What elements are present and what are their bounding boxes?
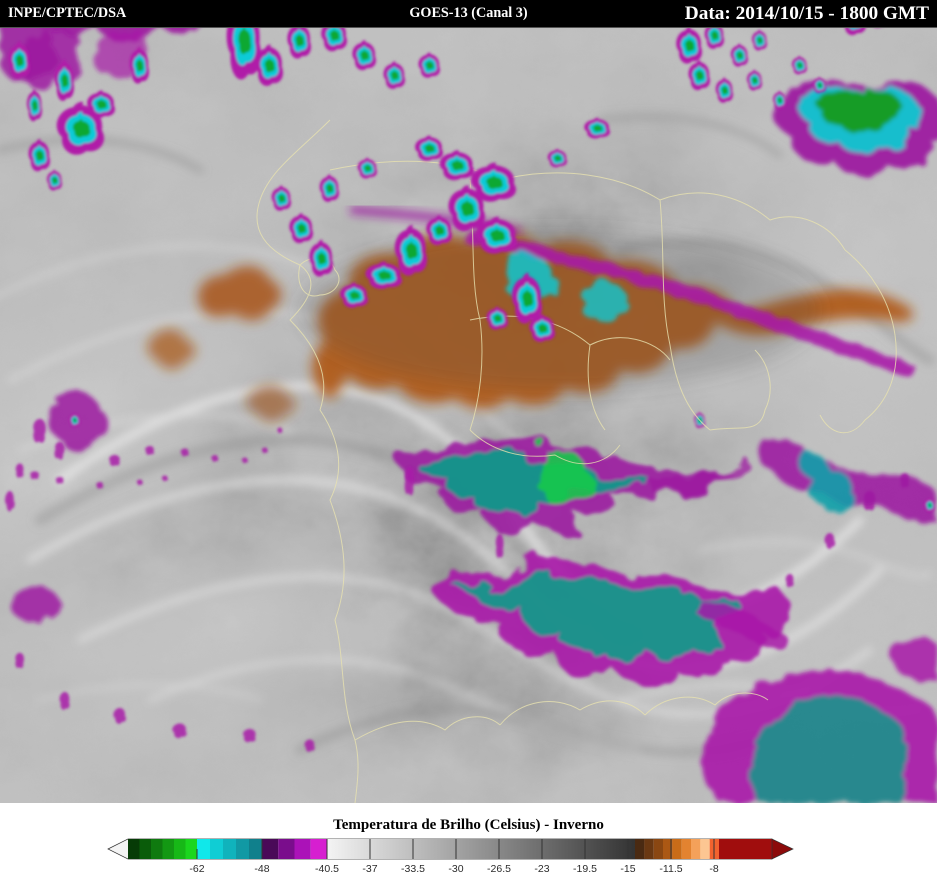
svg-text:-23: -23: [534, 863, 549, 875]
svg-text:-30: -30: [448, 863, 463, 875]
svg-text:-40.5: -40.5: [315, 863, 339, 875]
svg-text:-11.5: -11.5: [659, 863, 682, 875]
svg-text:-19.5: -19.5: [573, 863, 597, 875]
svg-text:-33.5: -33.5: [401, 863, 425, 875]
svg-text:-62: -62: [189, 863, 204, 875]
svg-text:-8: -8: [709, 863, 718, 875]
svg-text:-37: -37: [362, 863, 377, 875]
svg-text:-15: -15: [620, 863, 635, 875]
svg-text:-48: -48: [254, 863, 269, 875]
svg-text:-26.5: -26.5: [487, 863, 511, 875]
